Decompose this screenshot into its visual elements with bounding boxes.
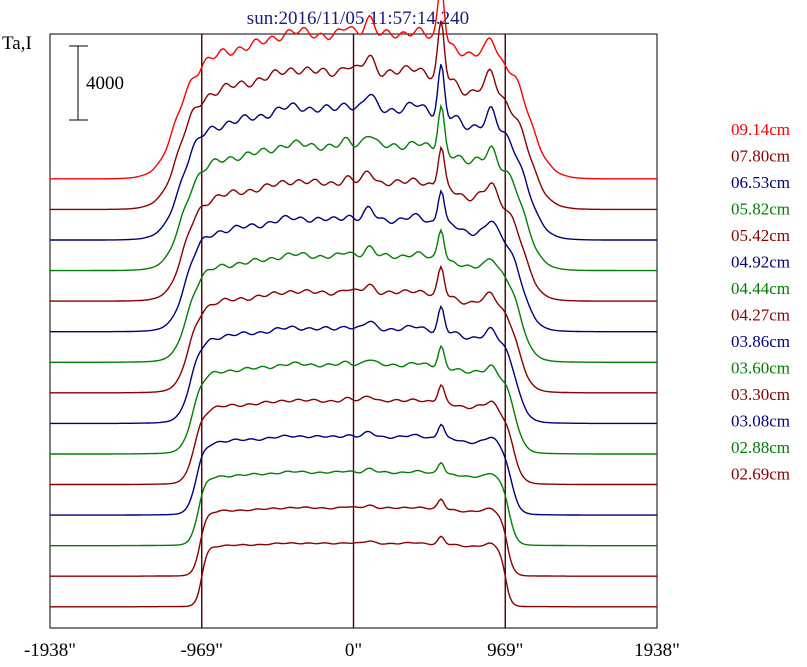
x-tick-label: 969" [487,640,523,661]
legend-entry: 04.92cm [731,253,790,272]
legend-entry: 04.44cm [731,279,790,298]
series-line [50,64,657,241]
x-tick-label: -1938" [24,640,76,661]
series-line [50,304,657,425]
legend-entry: 04.27cm [731,306,790,325]
legend-entry: 02.69cm [731,465,790,484]
spectral-curves [50,0,657,608]
series-line [50,228,657,363]
legend-entry: 03.30cm [731,385,790,404]
series-line [50,498,657,577]
legend-entry: 03.60cm [731,359,790,378]
series-line [50,0,657,180]
y-axis-label: Ta,I [2,33,32,54]
series-line [50,461,657,547]
chart-title: sun:2016/11/05 11:57:14.240 [247,8,469,29]
series-line [50,535,657,608]
legend-entry: 03.86cm [731,332,790,351]
reference-lines [201,34,506,628]
series-line [50,103,657,272]
series-line [50,145,657,302]
series-line [50,189,657,333]
intensity-scale-bar: 4000 [69,45,124,121]
series-line [50,264,657,394]
series-line [50,20,657,211]
legend-entry: 06.53cm [731,173,790,192]
legend-entry: 05.42cm [731,226,790,245]
legend-entry: 09.14cm [731,120,790,139]
legend-entry: 03.08cm [731,412,790,431]
legend-entry: 02.88cm [731,438,790,457]
x-tick-label: -969" [180,640,223,661]
scale-bar-label: 4000 [86,73,124,94]
series-line [50,344,657,455]
legend: 09.14cm 07.80cm 06.53cm 05.82cm 05.42cm 04.92… [731,120,790,484]
legend-entry: 05.82cm [731,200,790,219]
x-tick-labels: -1938" -969" 0" 969" 1938" [24,640,680,661]
x-tick-label: 0" [345,640,362,661]
series-line [50,383,657,486]
legend-entry: 07.80cm [731,147,790,166]
series-line [50,423,657,516]
x-tick-label: 1938" [634,640,680,661]
